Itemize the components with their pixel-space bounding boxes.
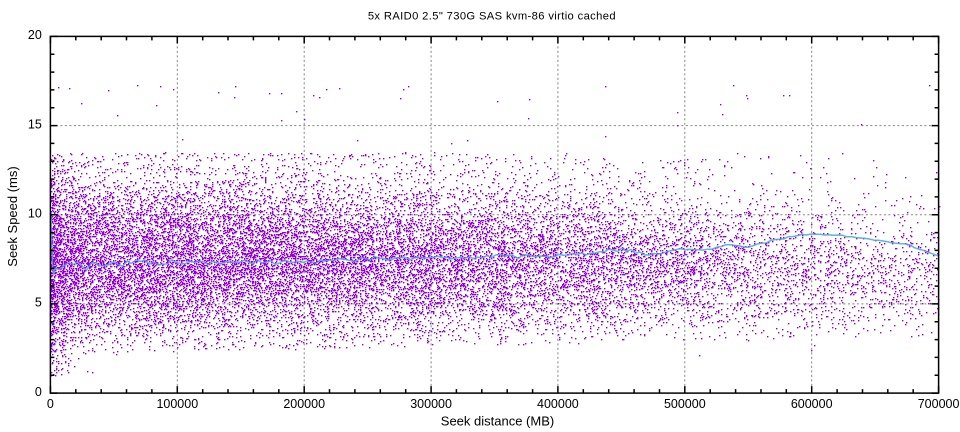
svg-text:0: 0 — [35, 385, 42, 399]
svg-text:700000: 700000 — [918, 397, 960, 411]
svg-text:20: 20 — [28, 28, 42, 42]
svg-text:10: 10 — [28, 206, 42, 220]
svg-text:Seek Speed (ms): Seek Speed (ms) — [5, 166, 20, 266]
svg-text:5x RAID0 2.5" 730G SAS kvm-86: 5x RAID0 2.5" 730G SAS kvm-86 virtio cac… — [368, 11, 616, 23]
svg-text:100000: 100000 — [156, 397, 198, 411]
svg-text:600000: 600000 — [791, 397, 833, 411]
svg-text:500000: 500000 — [664, 397, 706, 411]
svg-text:5: 5 — [35, 296, 42, 310]
svg-text:0: 0 — [47, 397, 54, 411]
svg-text:300000: 300000 — [410, 397, 452, 411]
svg-text:Seek distance (MB): Seek distance (MB) — [441, 414, 554, 429]
svg-text:200000: 200000 — [283, 397, 325, 411]
svg-text:400000: 400000 — [537, 397, 579, 411]
svg-text:15: 15 — [28, 117, 42, 131]
